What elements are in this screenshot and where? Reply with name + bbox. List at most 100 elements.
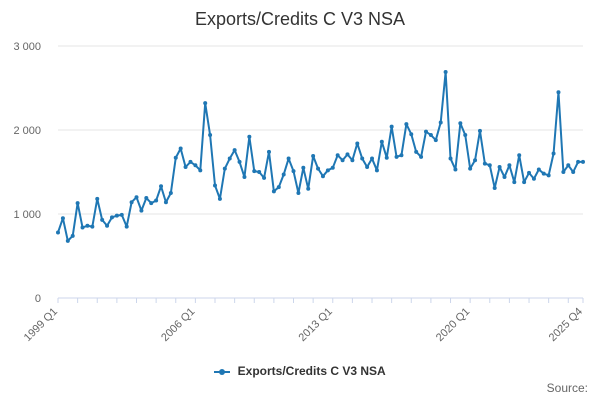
data-point[interactable] (458, 121, 463, 126)
data-point[interactable] (527, 170, 532, 175)
data-point[interactable] (551, 151, 556, 156)
data-point[interactable] (100, 217, 105, 222)
data-point[interactable] (370, 156, 375, 161)
data-point[interactable] (80, 225, 85, 230)
data-point[interactable] (266, 149, 271, 154)
data-point[interactable] (384, 155, 389, 160)
data-point[interactable] (502, 175, 507, 180)
data-point[interactable] (448, 156, 453, 161)
data-point[interactable] (355, 141, 360, 146)
data-point[interactable] (482, 161, 487, 166)
data-point[interactable] (581, 159, 585, 164)
data-point[interactable] (374, 168, 379, 173)
data-point[interactable] (183, 164, 188, 169)
data-point[interactable] (65, 238, 70, 243)
data-point[interactable] (271, 189, 276, 194)
data-point[interactable] (119, 212, 124, 217)
data-point[interactable] (188, 159, 193, 164)
data-point[interactable] (522, 180, 527, 185)
data-point[interactable] (492, 185, 497, 190)
data-point[interactable] (463, 133, 468, 138)
data-point[interactable] (163, 200, 168, 205)
data-point[interactable] (257, 170, 262, 174)
data-point[interactable] (340, 158, 345, 163)
data-point[interactable] (365, 164, 370, 169)
data-point[interactable] (149, 201, 154, 206)
data-point[interactable] (399, 153, 404, 158)
data-point[interactable] (507, 163, 512, 168)
data-point[interactable] (144, 196, 149, 201)
data-point[interactable] (222, 166, 227, 171)
data-point[interactable] (139, 208, 144, 213)
data-point[interactable] (281, 172, 286, 177)
data-point[interactable] (173, 155, 178, 160)
data-point[interactable] (487, 163, 492, 168)
data-point[interactable] (350, 158, 355, 163)
data-point[interactable] (409, 132, 414, 137)
data-point[interactable] (561, 170, 566, 174)
data-point[interactable] (379, 139, 384, 144)
data-point[interactable] (512, 180, 517, 185)
data-point[interactable] (443, 70, 448, 75)
data-point[interactable] (320, 174, 325, 179)
data-point[interactable] (252, 169, 257, 174)
data-point[interactable] (335, 153, 340, 158)
data-point[interactable] (291, 169, 296, 174)
data-point[interactable] (566, 163, 571, 168)
data-point[interactable] (536, 167, 541, 172)
data-point[interactable] (546, 173, 551, 178)
data-point[interactable] (438, 120, 443, 125)
data-point[interactable] (497, 164, 502, 169)
data-point[interactable] (414, 149, 419, 154)
data-point[interactable] (159, 184, 164, 189)
data-point[interactable] (90, 224, 95, 229)
data-point[interactable] (531, 176, 536, 181)
data-point[interactable] (276, 185, 281, 190)
data-point[interactable] (75, 201, 80, 206)
data-point[interactable] (345, 152, 350, 157)
data-point[interactable] (237, 159, 242, 164)
data-point[interactable] (85, 223, 90, 228)
data-point[interactable] (217, 196, 222, 201)
data-point[interactable] (316, 166, 321, 171)
data-point[interactable] (124, 224, 129, 229)
legend[interactable]: Exports/Credits C V3 NSA (0, 364, 600, 378)
data-point[interactable] (247, 134, 252, 139)
data-point[interactable] (262, 175, 267, 180)
data-point[interactable] (213, 183, 218, 188)
data-point[interactable] (428, 133, 433, 138)
data-point[interactable] (109, 215, 114, 220)
data-point[interactable] (330, 165, 335, 170)
data-point[interactable] (576, 159, 581, 164)
data-point[interactable] (556, 90, 561, 95)
data-point[interactable] (203, 101, 208, 106)
data-point[interactable] (389, 124, 394, 129)
data-point[interactable] (134, 195, 139, 200)
data-point[interactable] (477, 128, 482, 133)
data-point[interactable] (178, 146, 183, 151)
data-point[interactable] (419, 154, 424, 159)
data-point[interactable] (95, 196, 100, 201)
data-point[interactable] (468, 166, 473, 171)
data-point[interactable] (227, 156, 232, 161)
data-point[interactable] (404, 122, 409, 127)
data-point[interactable] (571, 170, 576, 174)
data-point[interactable] (105, 223, 110, 228)
data-point[interactable] (129, 200, 134, 205)
data-point[interactable] (70, 233, 75, 238)
data-point[interactable] (286, 156, 291, 161)
data-point[interactable] (517, 153, 522, 158)
data-point[interactable] (232, 148, 237, 153)
data-point[interactable] (114, 213, 119, 218)
data-point[interactable] (541, 171, 546, 176)
data-point[interactable] (193, 163, 198, 168)
data-point[interactable] (296, 191, 301, 195)
data-point[interactable] (473, 158, 478, 163)
data-point[interactable] (453, 167, 458, 172)
data-point[interactable] (433, 138, 438, 143)
data-point[interactable] (301, 165, 306, 170)
data-point[interactable] (242, 175, 247, 180)
data-point[interactable] (360, 156, 365, 161)
data-point[interactable] (168, 191, 173, 195)
data-point[interactable] (60, 216, 65, 221)
